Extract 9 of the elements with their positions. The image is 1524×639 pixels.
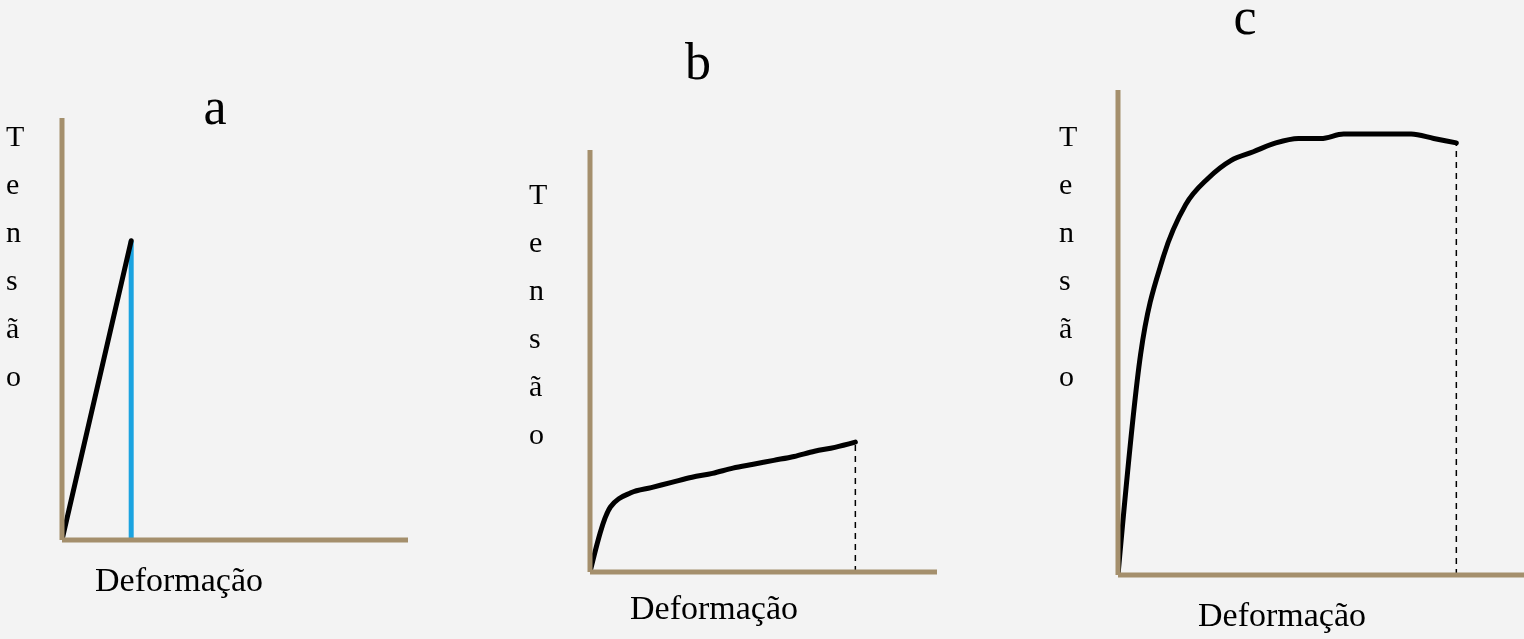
y-axis-title: Tensão [1059,118,1078,394]
y-axis-title: Tensão [529,176,548,452]
chart-title: a [202,77,228,137]
chart-title: b [684,32,712,92]
chart-title: c [1232,0,1258,47]
x-axis-title: Deformação [95,560,264,600]
y-axis-title: Tensão [6,118,25,394]
x-axis-title: Deformação [630,588,799,628]
x-axis-title: Deformação [1198,595,1367,635]
